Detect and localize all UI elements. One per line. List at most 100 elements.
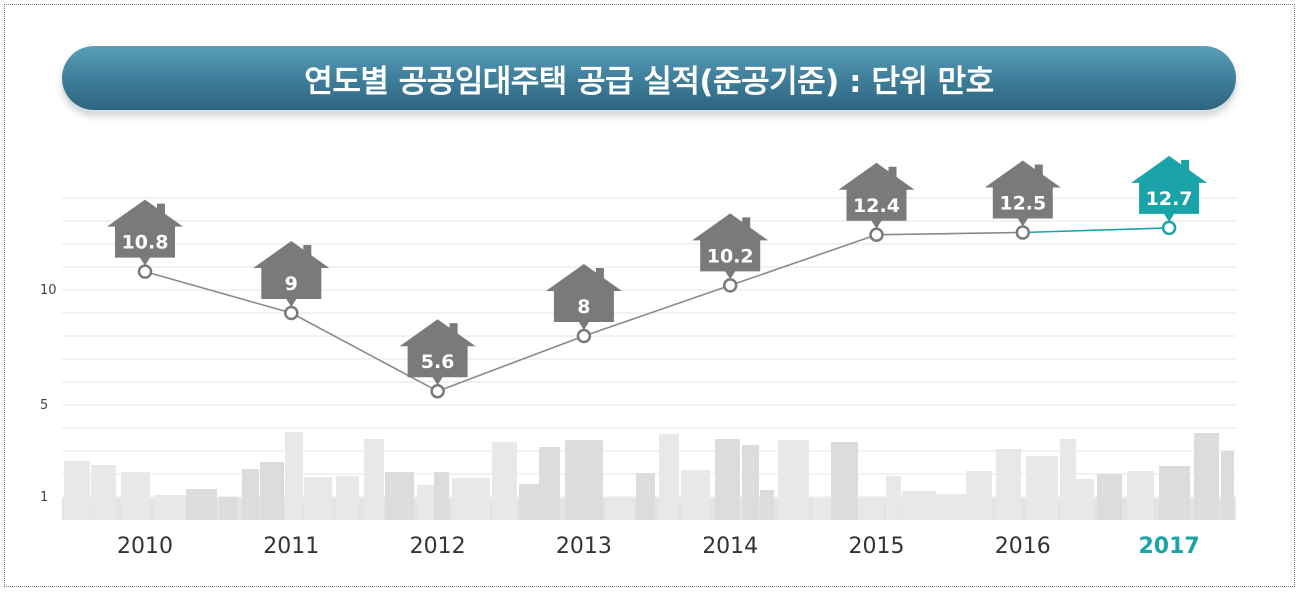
house-chimney [595,268,604,282]
house-chimney [742,217,751,232]
data-point-circle [722,278,738,293]
skyline-building [539,447,560,520]
chart-frame [4,4,1295,587]
skyline-building [519,484,539,520]
skyline-building [219,497,237,520]
data-point-2015: 12.4 [838,162,915,243]
x-tick-label: 2015 [849,534,905,559]
skyline-building [242,469,259,520]
y-tick-label: 5 [40,398,48,413]
skyline-building [606,499,634,520]
house-chimney [888,166,897,181]
skyline-building [902,491,936,520]
skyline-building [385,472,414,520]
skyline-building [565,440,603,520]
chart-title: 연도별 공공임대주택 공급 실적(준공기준) : 단위 만호 [304,63,994,100]
series-line-segment [437,335,585,392]
data-label: 8 [577,296,590,318]
series-line-segment [144,270,292,314]
x-tick-label: 2016 [995,534,1051,559]
skyline-building [831,442,858,520]
skyline-building [417,485,434,520]
house-chimney [157,203,165,218]
series-line-segment [290,312,438,392]
skyline-building [285,432,303,520]
house-chimney [449,323,458,338]
skyline-building [304,477,332,520]
data-label: 12.5 [999,193,1046,215]
data-point-2011: 9 [253,241,330,321]
skyline-building [260,462,284,520]
series-line-segment [1022,227,1170,234]
skyline-building [1097,474,1122,520]
skyline-building [636,473,655,520]
x-tick-label: 2013 [556,534,612,559]
data-point-circle [430,383,445,399]
skyline-building [452,478,490,520]
data-label: 5.6 [421,351,455,373]
skyline-building [336,476,359,520]
skyline-building [1127,471,1154,520]
data-point-2012: 5.6 [399,319,476,399]
y-tick-label: 10 [40,283,57,298]
skyline-building [1194,433,1219,520]
skyline-building [1159,466,1190,520]
city-skyline-decoration [62,432,1236,520]
skyline-building [1060,439,1076,520]
data-markers: 10.8 9 5.6 8 10.2 12.4 12.5 12.7 [107,155,1208,399]
skyline-building [858,497,884,520]
data-point-circle [284,305,299,321]
data-point-circle [1161,220,1177,236]
skyline-building [715,439,740,520]
chart-title-banner: 연도별 공공임대주택 공급 실적(준공기준) : 단위 만호 [62,46,1236,110]
skyline-building [121,472,150,520]
skyline-building [742,445,759,520]
house-chimney [1034,164,1043,179]
data-label: 9 [285,273,298,295]
skyline-building [91,465,116,520]
series-line-segment [583,284,731,337]
y-tick-label: 1 [40,490,48,505]
data-point-circle [576,328,592,344]
skyline-building [1026,456,1058,520]
data-label: 10.8 [122,232,169,254]
skyline-building [996,449,1021,520]
data-label: 12.7 [1146,188,1193,210]
x-tick-label: 2010 [117,534,173,559]
skyline-building [966,471,992,520]
skyline-building [492,442,517,520]
skyline-building [813,498,831,520]
x-tick-label: 2011 [263,534,319,559]
data-point-2017: 12.7 [1131,155,1208,236]
x-tick-label: 2017 [1138,534,1199,559]
skyline-building [659,434,679,520]
skyline-building [186,489,217,520]
data-label: 12.4 [853,195,900,217]
skyline-building [154,495,185,520]
skyline-building [681,470,710,520]
data-point-circle [1015,225,1031,240]
house-chimney [1181,159,1190,174]
x-tick-label: 2012 [410,534,466,559]
skyline-building [936,494,966,520]
x-tick-label: 2014 [702,534,758,559]
x-axis-ticks: 2010 2011 2012 2013 2014 2015 2016 2017 [117,534,1200,559]
house-chimney [303,245,312,259]
grid-lines [62,197,1236,498]
skyline-building [1076,479,1094,520]
skyline-building [778,440,809,520]
data-point-2013: 8 [545,264,622,344]
skyline-building [64,461,90,520]
skyline-building [434,472,449,520]
data-point-circle [869,227,884,243]
skyline-building [760,490,774,520]
series-line-segment [729,234,877,287]
data-point-2010: 10.8 [107,199,183,279]
data-point-2014: 10.2 [692,213,769,293]
series-line-segment [876,231,1023,236]
series-line [144,227,1170,392]
skyline-building [364,439,384,520]
data-label: 10.2 [707,245,754,267]
